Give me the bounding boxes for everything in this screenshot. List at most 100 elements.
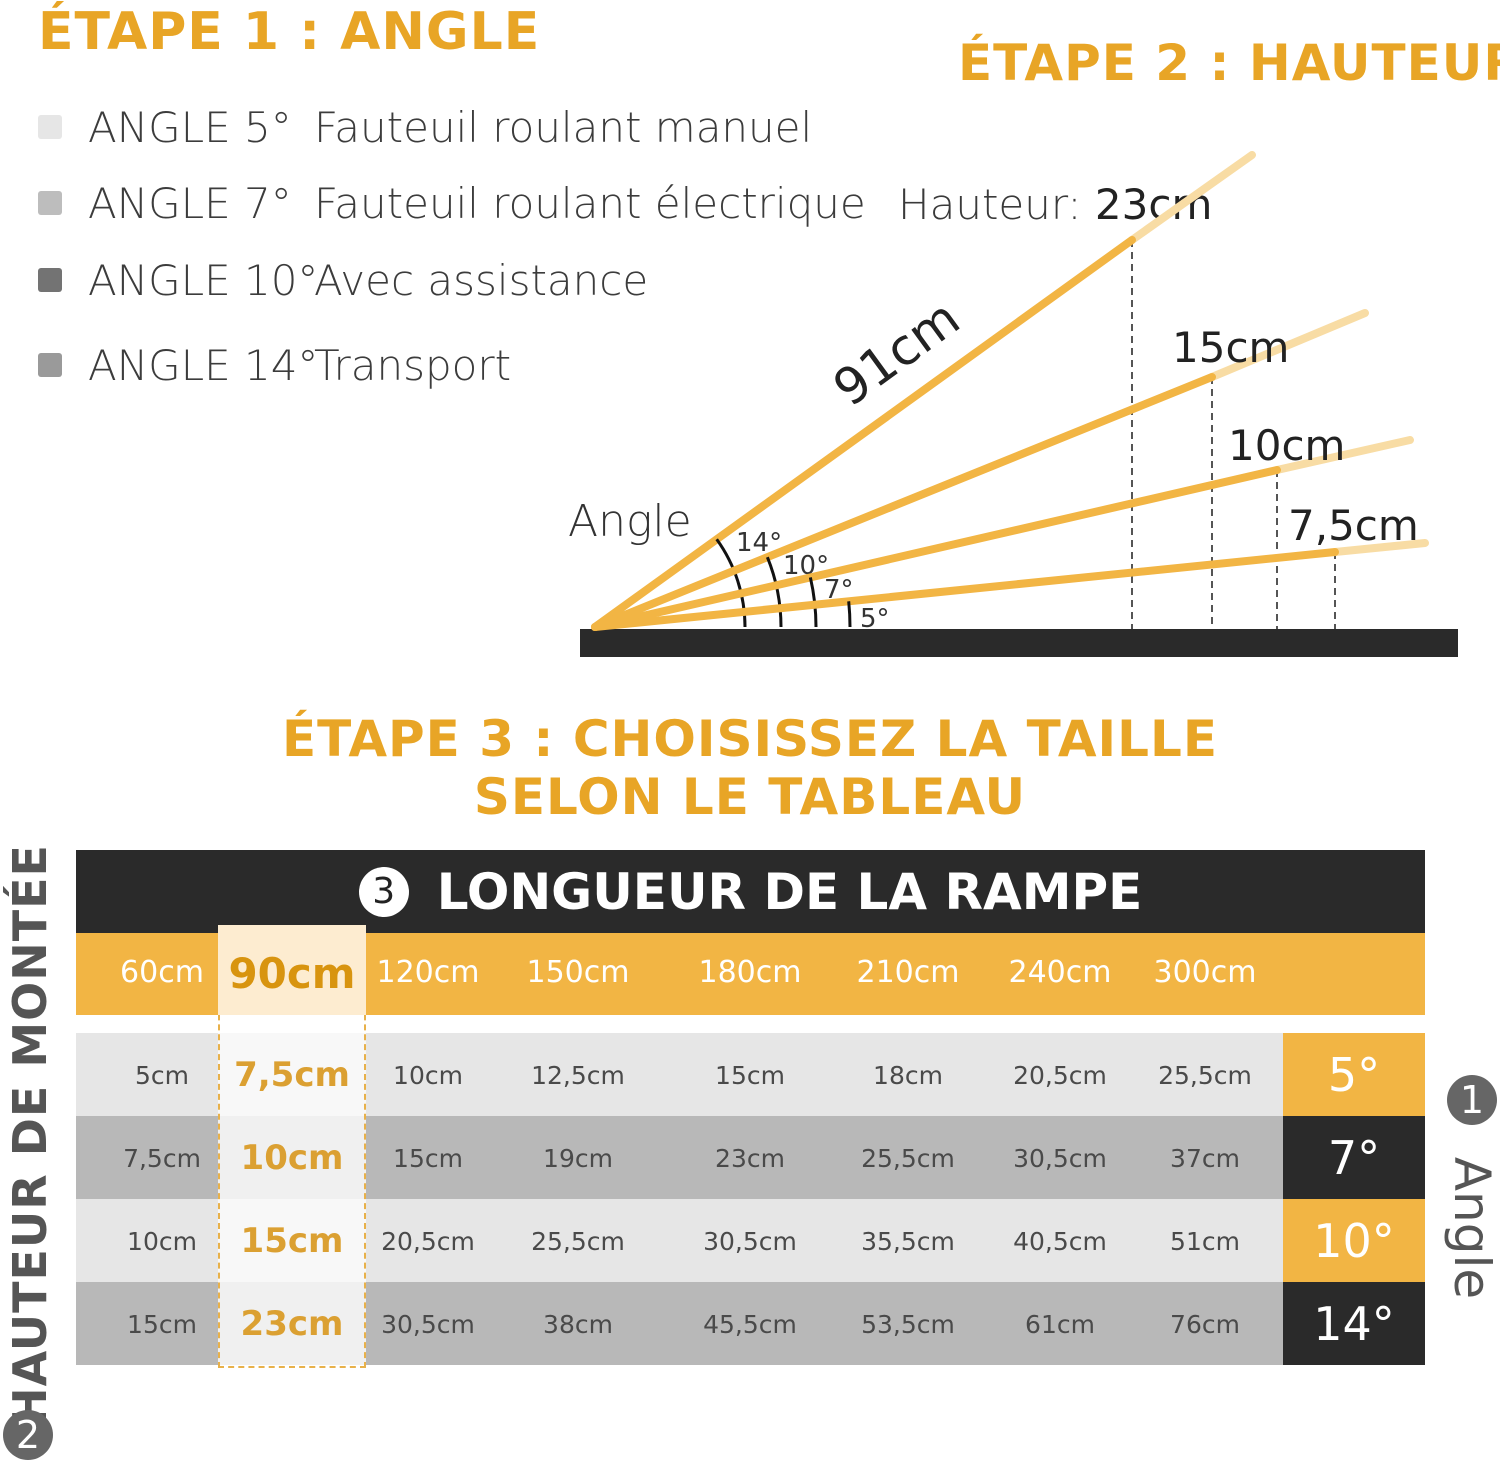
table-cell: 10cm	[127, 1227, 197, 1256]
height-label: 7,5cm	[1288, 501, 1419, 550]
legend-angle: ANGLE 14°	[88, 340, 319, 390]
color-swatch	[38, 268, 62, 292]
table-cell: 7,5cm	[123, 1144, 201, 1173]
step1-title: ÉTAPE 1 : ANGLE	[38, 2, 541, 62]
side-label-height: HAUTEUR DE MONTÉE	[3, 844, 57, 1426]
step2-title: ÉTAPE 2 : HAUTEUR	[958, 34, 1500, 92]
table-cell: 76cm	[1170, 1310, 1240, 1339]
table-cell: 35,5cm	[861, 1227, 955, 1256]
legend-use: Fauteuil roulant manuel	[314, 102, 813, 152]
angle-arc	[715, 538, 747, 628]
table-header-label: LONGUEUR DE LA RAMPE	[436, 862, 1143, 921]
legend-angle: ANGLE 5°	[88, 102, 292, 152]
legend-item: ANGLE 5° Fauteuil roulant manuel	[38, 102, 812, 152]
legend-item: ANGLE 7° Fauteuil roulant électrique	[38, 178, 866, 228]
table-cell: 23cm	[715, 1144, 785, 1173]
legend-use: Transport	[314, 340, 512, 390]
side-label-angle: Angle	[1443, 1156, 1500, 1300]
table-cell: 7,5cm	[234, 1055, 350, 1095]
legend-use: Fauteuil roulant électrique	[314, 178, 866, 228]
table-cell: 23cm	[240, 1304, 344, 1344]
table-header: 3 LONGUEUR DE LA RAMPE	[76, 850, 1425, 933]
table-cell: 53,5cm	[861, 1310, 955, 1339]
step3-title-line1: ÉTAPE 3 : CHOISISSEZ LA TAILLE	[281, 710, 1219, 768]
table-cell: 15cm	[393, 1144, 463, 1173]
table-row: 5cm 7,5cm 10cm 12,5cm 15cm 18cm 20,5cm 25,5cm 5°	[76, 1033, 1425, 1116]
length-header-cell: 240cm	[1008, 955, 1112, 990]
highlight-cell-bg	[218, 1199, 366, 1282]
table-row: 7,5cm 10cm 15cm 19cm 23cm 25,5cm 30,5cm 37cm 7°	[76, 1116, 1425, 1199]
angle-cell: 5°	[1283, 1033, 1425, 1116]
height-label: 10cm	[1228, 421, 1345, 470]
table-cell: 61cm	[1025, 1310, 1095, 1339]
table-cell: 37cm	[1170, 1144, 1240, 1173]
table-cell: 45,5cm	[703, 1310, 797, 1339]
table-cell: 30,5cm	[1013, 1144, 1107, 1173]
length-header-cell: 60cm	[120, 955, 204, 990]
table-cell: 5cm	[134, 1061, 190, 1090]
table-cell: 40,5cm	[1013, 1227, 1107, 1256]
ramp-extension	[1273, 436, 1414, 474]
angle-arc	[765, 556, 783, 628]
legend-angle: ANGLE 7°	[88, 178, 292, 228]
length-header-cell: 120cm	[376, 955, 480, 990]
angle-arc	[847, 601, 852, 628]
angle-title: Angle	[568, 496, 692, 547]
highlight-cell-bg	[218, 1116, 366, 1199]
highlight-cell-bg	[218, 925, 366, 1015]
color-swatch	[38, 353, 62, 377]
legend-item: ANGLE 10° Avec assistance	[38, 255, 648, 305]
length-header-cell: 180cm	[698, 955, 802, 990]
table-cell: 30,5cm	[381, 1310, 475, 1339]
step-2-badge: 2	[3, 1410, 53, 1460]
highlight-cell-bg	[218, 1282, 366, 1365]
length-header-cell: 300cm	[1153, 955, 1257, 990]
ramp-line	[591, 236, 1136, 631]
ramp-extension	[1208, 309, 1369, 381]
table-cell: 10cm	[240, 1138, 344, 1178]
ramp-extension	[1331, 539, 1429, 556]
ground-bar	[580, 629, 1458, 657]
step-1-badge: 1	[1447, 1075, 1497, 1125]
length-header-cell: 90cm	[228, 949, 356, 998]
angle-cell: 14°	[1283, 1282, 1425, 1365]
table-cell: 51cm	[1170, 1227, 1240, 1256]
highlight-cell-bg	[218, 1033, 366, 1116]
length-header-cell: 210cm	[856, 955, 960, 990]
table-cell: 10cm	[393, 1061, 463, 1090]
table-cell: 15cm	[715, 1061, 785, 1090]
legend-use: Avec assistance	[314, 255, 649, 305]
step3-title-line2: SELON LE TABLEAU	[473, 768, 1027, 826]
table-cell: 12,5cm	[531, 1061, 625, 1090]
table-cell: 25,5cm	[1158, 1061, 1252, 1090]
ramp-extension	[1128, 151, 1256, 244]
table-cell: 15cm	[127, 1310, 197, 1339]
color-swatch	[38, 191, 62, 215]
table-cell: 15cm	[240, 1221, 344, 1261]
ramp-size-table: 3 LONGUEUR DE LA RAMPE 60cm 120cm 150cm 180…	[76, 850, 1425, 1368]
ramp-line	[591, 373, 1216, 631]
angle-cell: 10°	[1283, 1199, 1425, 1282]
legend-angle: ANGLE 10°	[88, 255, 319, 305]
table-cell: 18cm	[873, 1061, 943, 1090]
color-swatch	[38, 115, 62, 139]
ramp-line	[591, 466, 1281, 631]
table-cell: 20,5cm	[1013, 1061, 1107, 1090]
height-label: 15cm	[1172, 323, 1289, 372]
table-cell: 19cm	[543, 1144, 613, 1173]
ramp-line	[591, 548, 1339, 631]
step-number-badge: 3	[358, 866, 409, 917]
table-row: 10cm 15cm 20,5cm 25,5cm 30,5cm 35,5cm 40,5cm 51…	[76, 1199, 1425, 1282]
table-cell: 38cm	[543, 1310, 613, 1339]
table-cell: 30,5cm	[703, 1227, 797, 1256]
legend-item: ANGLE 14° Transport	[38, 340, 511, 390]
step3-title: ÉTAPE 3 : CHOISISSEZ LA TAILLE SELON LE …	[0, 710, 1500, 826]
angle-cell: 7°	[1283, 1116, 1425, 1199]
ramp-length-label: 91cm	[823, 289, 970, 418]
table-cell: 25,5cm	[861, 1144, 955, 1173]
length-header-cell: 150cm	[526, 955, 630, 990]
height-label: Hauteur:	[898, 180, 1082, 229]
table-row: 15cm 23cm 30,5cm 38cm 45,5cm 53,5cm 61cm 76cm 14…	[76, 1282, 1425, 1365]
table-cell: 25,5cm	[531, 1227, 625, 1256]
